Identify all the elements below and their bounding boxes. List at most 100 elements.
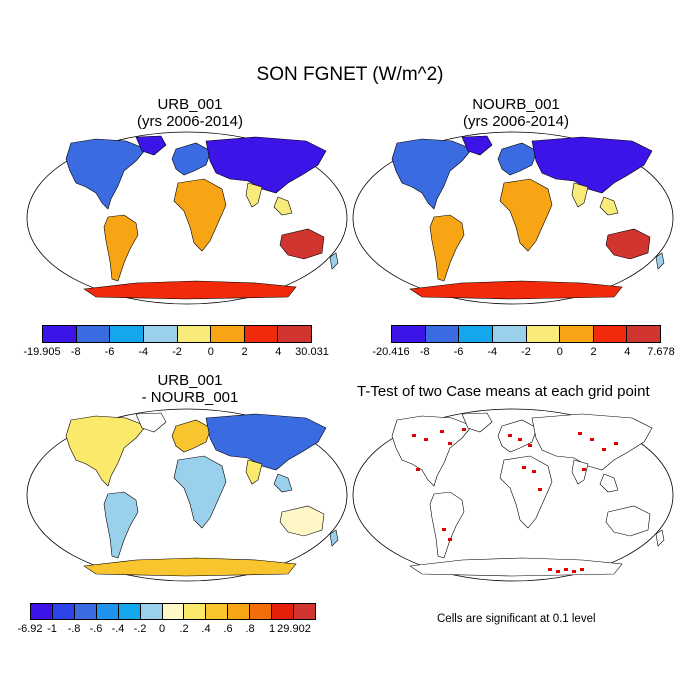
continent-antarctica xyxy=(409,557,623,577)
continent-africa xyxy=(499,455,553,529)
colorbar-box xyxy=(96,604,119,619)
colorbar-box xyxy=(177,326,212,342)
colorbar-box xyxy=(392,326,426,342)
continent-india xyxy=(571,182,589,208)
colorbar-box xyxy=(459,326,493,342)
significant-cell xyxy=(578,432,582,435)
significant-cell xyxy=(532,470,536,473)
continent-namerica xyxy=(391,415,473,487)
continent-europe xyxy=(171,419,212,453)
colorbar-tick-label: -8 xyxy=(70,346,81,358)
colorbar-tick-label: 2 xyxy=(590,346,597,358)
continent-nz xyxy=(329,252,339,270)
colorbar-box xyxy=(31,604,53,619)
colorbar-tick-label: 0 xyxy=(207,346,214,358)
significant-cell xyxy=(448,538,452,541)
colorbar-tick-label: -4 xyxy=(487,346,498,358)
significant-cell xyxy=(582,468,586,471)
colorbar-box xyxy=(272,604,295,619)
continent-greenland xyxy=(135,135,167,156)
continent-asia xyxy=(531,136,653,194)
colorbar-tick-label: 4 xyxy=(624,346,631,358)
colorbar-tick-label: -8 xyxy=(419,346,430,358)
map-nourb xyxy=(352,131,674,305)
significant-cell xyxy=(548,568,552,571)
colorbar-box xyxy=(211,326,245,342)
continent-asia xyxy=(531,413,653,471)
colorbar-box xyxy=(184,604,207,619)
significant-cell xyxy=(518,438,522,441)
continent-antarctica xyxy=(83,557,297,577)
colorbar-tick-label: -.6 xyxy=(89,623,103,635)
ttest-footnote: Cells are significant at 0.1 level xyxy=(437,613,596,625)
continent-nz xyxy=(655,529,665,547)
significant-cell xyxy=(580,568,584,571)
continent-australia xyxy=(279,228,325,260)
colorbar-tick-label: 29.902 xyxy=(277,623,311,635)
colorbar-box xyxy=(278,326,311,342)
significant-cell xyxy=(556,570,560,573)
continent-namerica xyxy=(391,138,473,210)
colorbar-urb: -19.905 -8 -6 -4 -2 0 2 4 30.031 xyxy=(23,325,329,358)
colorbar-box xyxy=(250,604,273,619)
continent-africa xyxy=(173,178,227,252)
significant-cell xyxy=(462,428,466,431)
continent-india xyxy=(571,459,589,485)
continent-namerica xyxy=(65,138,147,210)
colorbar-tick-label: .2 xyxy=(179,623,189,635)
continent-samerica xyxy=(103,491,139,559)
colorbar-tick-label: .6 xyxy=(223,623,233,635)
continent-africa xyxy=(173,455,227,529)
colorbar-tick-label: -4 xyxy=(138,346,149,358)
map-urb xyxy=(26,131,348,305)
continent-greenland xyxy=(135,412,167,433)
continent-europe xyxy=(171,142,212,176)
colorbar-tick-label: 0 xyxy=(556,346,563,358)
colorbar-tick-label: -2 xyxy=(172,346,182,358)
significant-cell xyxy=(602,448,606,451)
colorbar-box xyxy=(74,604,97,619)
colorbar-tick-label: -.2 xyxy=(133,623,147,635)
colorbar-tick-label: 1 xyxy=(268,623,276,635)
map-ttest xyxy=(352,408,674,582)
colorbar-box xyxy=(492,326,527,342)
colorbar-box xyxy=(425,326,460,342)
colorbar-tick-label: 2 xyxy=(241,346,248,358)
panel-title-urb-line1: URB_001 xyxy=(157,96,223,113)
panel-title-diff-line2: - NOURB_001 xyxy=(141,389,239,406)
panel-title-urb-line2: (yrs 2006-2014) xyxy=(137,113,243,130)
colorbar-box xyxy=(294,604,315,619)
panel-title-nourb-line1: NOURB_001 xyxy=(472,96,560,113)
colorbar-tick-label: 7.678 xyxy=(647,346,675,358)
colorbar-box xyxy=(143,326,178,342)
colorbar-tick-label: 30.031 xyxy=(295,346,329,358)
colorbar-box xyxy=(118,604,141,619)
continent-seasia xyxy=(599,473,619,493)
colorbar-box xyxy=(593,326,628,342)
panel-title-urb: URB_001 (yrs 2006-2014) xyxy=(30,96,350,130)
continent-seasia xyxy=(273,196,293,216)
significant-cell xyxy=(442,528,446,531)
significant-cell xyxy=(424,438,428,441)
significant-cell xyxy=(590,438,594,441)
significant-cell xyxy=(412,434,416,437)
colorbar-box xyxy=(140,604,163,619)
colorbar-box xyxy=(43,326,77,342)
continent-namerica xyxy=(65,415,147,487)
continent-greenland xyxy=(461,135,493,156)
colorbar-diff: -6.92 -1 -.8 -.6 -.4 -.2 0 .2 .4 .6 .8 1 29.902 xyxy=(17,603,316,635)
continent-seasia xyxy=(273,473,293,493)
continent-samerica xyxy=(103,214,139,282)
significant-cell xyxy=(522,466,526,469)
colorbar-box xyxy=(162,604,185,619)
significant-cell xyxy=(564,568,568,571)
continent-australia xyxy=(605,505,651,537)
continent-europe xyxy=(497,142,538,176)
colorbar-box xyxy=(110,326,144,342)
colorbar-tick-label: -.8 xyxy=(67,623,81,635)
continent-samerica xyxy=(429,214,465,282)
continent-australia xyxy=(605,228,651,260)
colorbar-tick-label: .8 xyxy=(245,623,255,635)
panel-title-ttest: T-Test of two Case means at each grid po… xyxy=(357,383,650,400)
panel-title-nourb-line2: (yrs 2006-2014) xyxy=(463,113,569,130)
